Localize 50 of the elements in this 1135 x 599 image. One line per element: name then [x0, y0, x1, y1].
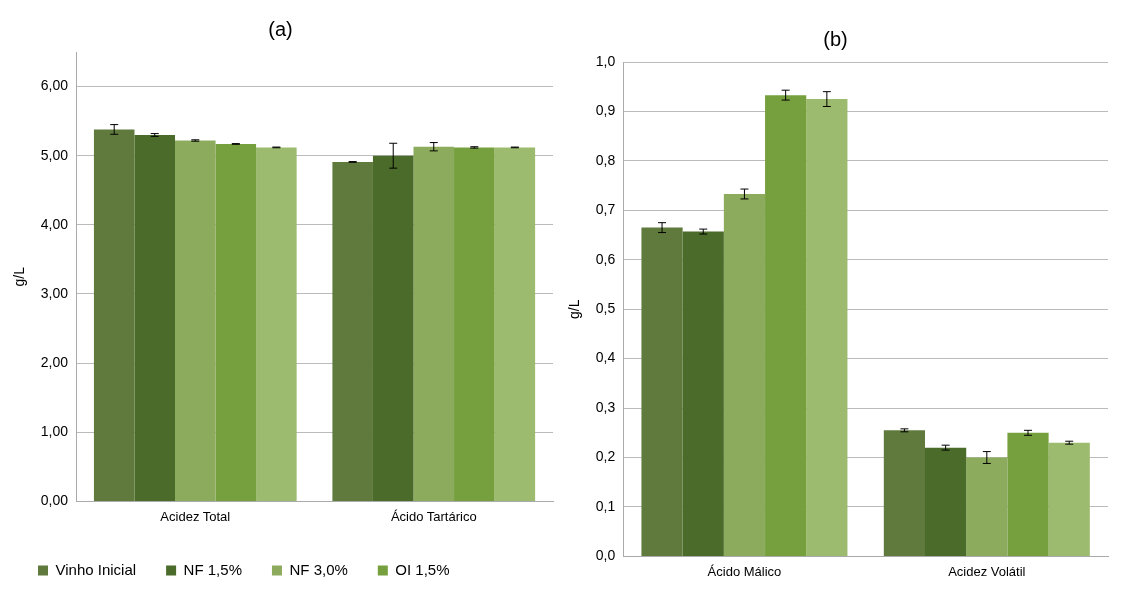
y-tick-label: 4,00 — [40, 215, 69, 232]
bar — [256, 147, 297, 501]
bar — [1007, 432, 1049, 556]
bar — [372, 155, 414, 501]
y-tick-label: 1,0 — [595, 52, 616, 69]
x-tick-label: Ácido Tartárico — [390, 508, 477, 524]
y-tick-label: 3,00 — [40, 284, 69, 301]
legend-label: OI 1,5% — [395, 560, 450, 578]
x-tick-label: Acidez Volátil — [948, 563, 1026, 579]
y-axis-title: g/L — [566, 299, 583, 319]
bar — [413, 146, 455, 501]
bar — [765, 95, 807, 556]
bar — [682, 231, 724, 556]
bar — [723, 194, 766, 556]
bar — [134, 134, 176, 501]
y-tick-label: 0,7 — [595, 201, 616, 218]
y-axis-title: g/L — [11, 266, 28, 287]
y-tick-label: 6,00 — [40, 77, 69, 94]
bar — [494, 147, 536, 501]
bar — [883, 430, 926, 556]
y-tick-label: 0,2 — [595, 448, 616, 465]
bar — [966, 457, 1008, 556]
bar — [215, 143, 257, 501]
x-tick-label: Ácido Málico — [707, 563, 782, 579]
y-tick-label: 1,00 — [40, 423, 69, 440]
bar — [93, 129, 135, 501]
legend-label: Vinho Inicial — [55, 560, 137, 578]
y-tick-label: 0,8 — [595, 151, 616, 168]
bar — [641, 227, 683, 556]
legend-label: NF 1,5% — [183, 560, 242, 578]
bar — [175, 140, 216, 501]
y-tick-label: 0,6 — [595, 250, 616, 267]
chart-title: (a) — [268, 17, 293, 40]
x-tick-label: Acidez Total — [160, 508, 231, 524]
bar — [925, 447, 967, 556]
bar — [332, 161, 373, 501]
y-tick-label: 0,5 — [595, 300, 616, 317]
chart-title: (b) — [823, 27, 848, 50]
y-tick-label: 5,00 — [40, 146, 69, 163]
y-tick-label: 0,4 — [595, 349, 616, 366]
y-tick-label: 2,00 — [40, 353, 69, 370]
bar — [454, 147, 495, 501]
y-tick-label: 0,1 — [595, 497, 616, 514]
legend-label: NF 3,0% — [289, 560, 348, 578]
y-tick-label: 0,9 — [595, 102, 616, 119]
bar — [1048, 442, 1090, 556]
y-tick-label: 0,3 — [595, 398, 616, 415]
bar — [806, 99, 848, 556]
y-tick-label: 0,00 — [40, 492, 69, 509]
y-tick-label: 0,0 — [595, 547, 616, 564]
